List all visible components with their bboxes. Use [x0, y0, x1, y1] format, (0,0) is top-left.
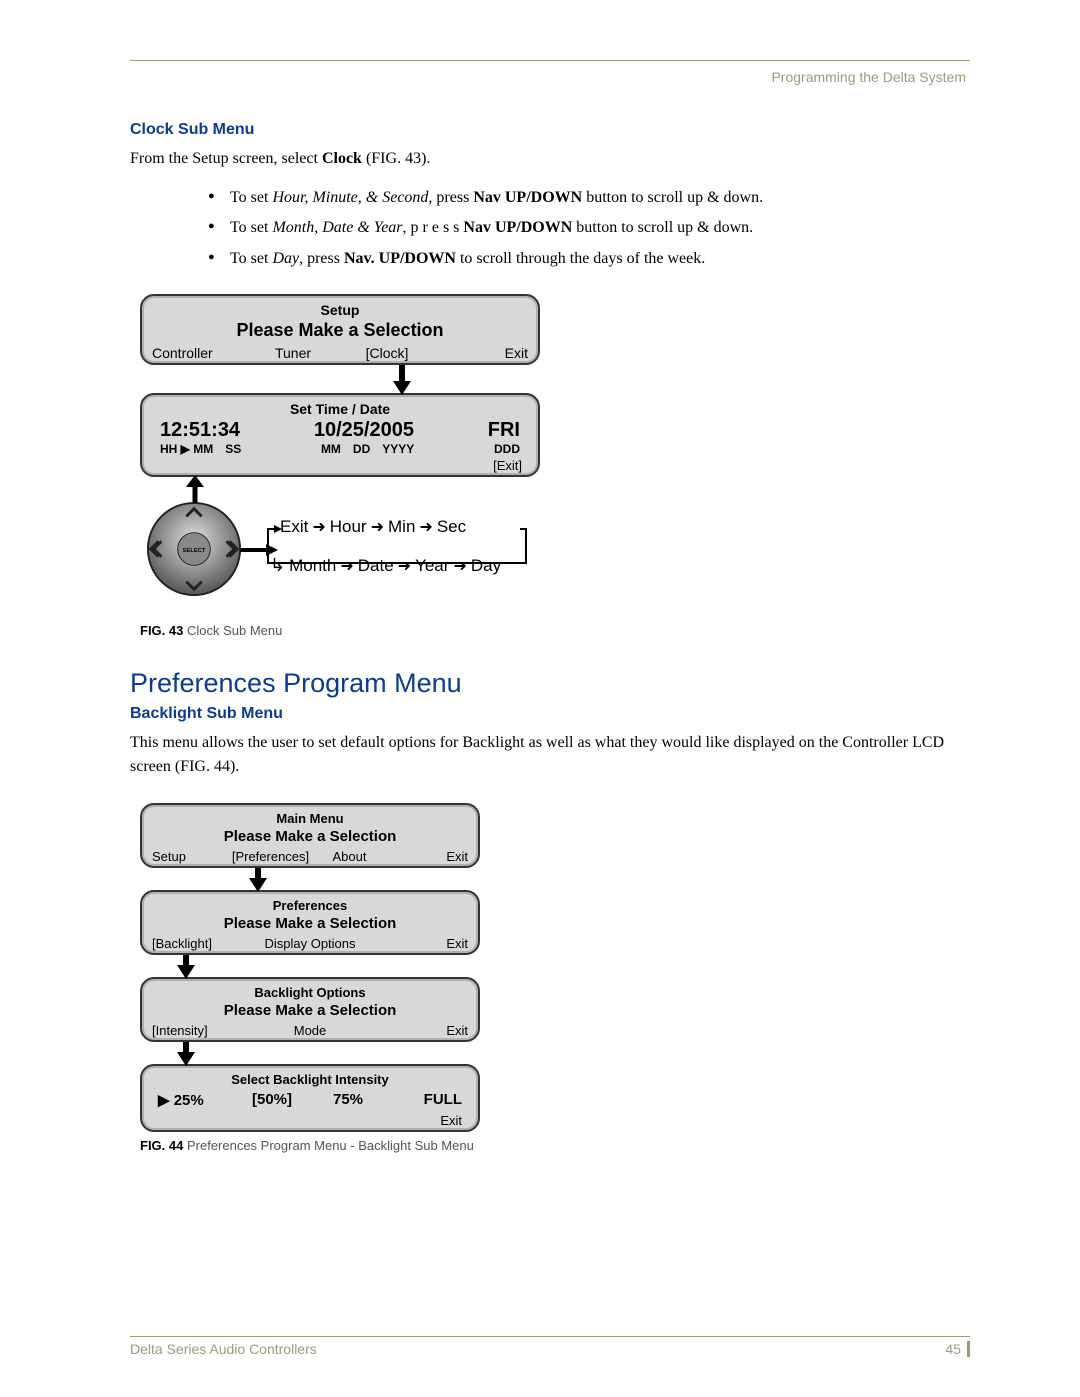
setup-title: Setup [152, 302, 528, 318]
intro-bold: Clock [322, 150, 362, 167]
clock-intro: From the Setup screen, select Clock (FIG… [130, 147, 970, 171]
dow-value: FRI [488, 419, 520, 442]
figure-44: Main Menu Please Make a Selection Setup … [140, 803, 480, 1132]
page-number: 45 [945, 1341, 970, 1357]
item-tuner: Tuner [246, 345, 340, 361]
time-labels: HH ▶ MM SS [160, 442, 241, 456]
prefs-panel: Preferences Please Make a Selection [Bac… [140, 890, 480, 955]
bullet-3: To set Day, press Nav. UP/DOWN to scroll… [208, 244, 970, 274]
arrow-3 [176, 1042, 196, 1064]
settime-panel: Set Time / Date 12:51:34 10/25/2005 FRI … [140, 393, 540, 477]
setup-items: Controller Tuner [Clock] Exit [152, 345, 528, 361]
backlight-panel: Backlight Options Please Make a Selectio… [140, 977, 480, 1042]
item-exit: Exit [434, 345, 528, 361]
clock-bullets: To set Hour, Minute, & Second, press Nav… [130, 183, 970, 274]
fig44-caption: FIG. 44 Preferences Program Menu - Backl… [140, 1138, 970, 1153]
setup-sub: Please Make a Selection [152, 320, 528, 341]
intro-post: (FIG. 43). [362, 150, 430, 167]
date-value: 10/25/2005 [314, 419, 414, 442]
arrow-1 [248, 868, 268, 890]
backlight-body: This menu allows the user to set default… [130, 731, 970, 779]
page-footer: Delta Series Audio Controllers 45 [130, 1336, 970, 1357]
fig43-caption: FIG. 43 Clock Sub Menu [140, 623, 970, 638]
bullet-2: To set Month, Date & Year, p r e s s Nav… [208, 213, 970, 243]
intensity-panel: Select Backlight Intensity ▶ 25% [50%] 7… [140, 1064, 480, 1132]
figure-43: Setup Please Make a Selection Controller… [140, 294, 540, 617]
nav-pad: SELECT [146, 501, 242, 597]
dow-labels: DDD [494, 442, 520, 456]
navpad-label: SELECT [183, 548, 206, 554]
settime-title: Set Time / Date [152, 401, 528, 417]
item-clock: [Clock] [340, 345, 434, 361]
flow-bot-row: ↳ Month ➜ Date ➜ Year ➜ Day [270, 555, 501, 576]
chapter-header: Programming the Delta System [130, 69, 970, 85]
footer-left: Delta Series Audio Controllers [130, 1341, 317, 1357]
arrow-right-icon [240, 543, 280, 557]
backlight-heading: Backlight Sub Menu [130, 705, 970, 723]
arrow-clock-to-time [392, 365, 412, 393]
arrow-2 [176, 955, 196, 977]
date-labels: MM DD YYYY [321, 442, 414, 456]
clock-heading: Clock Sub Menu [130, 121, 970, 139]
prefs-heading: Preferences Program Menu [130, 668, 970, 699]
bullet-1: To set Hour, Minute, & Second, press Nav… [208, 183, 970, 213]
settime-exit: [Exit] [152, 458, 528, 473]
arrow-up-icon [184, 475, 206, 503]
intro-pre: From the Setup screen, select [130, 150, 322, 167]
mainmenu-panel: Main Menu Please Make a Selection Setup … [140, 803, 480, 868]
item-controller: Controller [152, 345, 246, 361]
header-rule [130, 60, 970, 61]
time-value: 12:51:34 [160, 419, 240, 442]
setup-panel: Setup Please Make a Selection Controller… [140, 294, 540, 365]
